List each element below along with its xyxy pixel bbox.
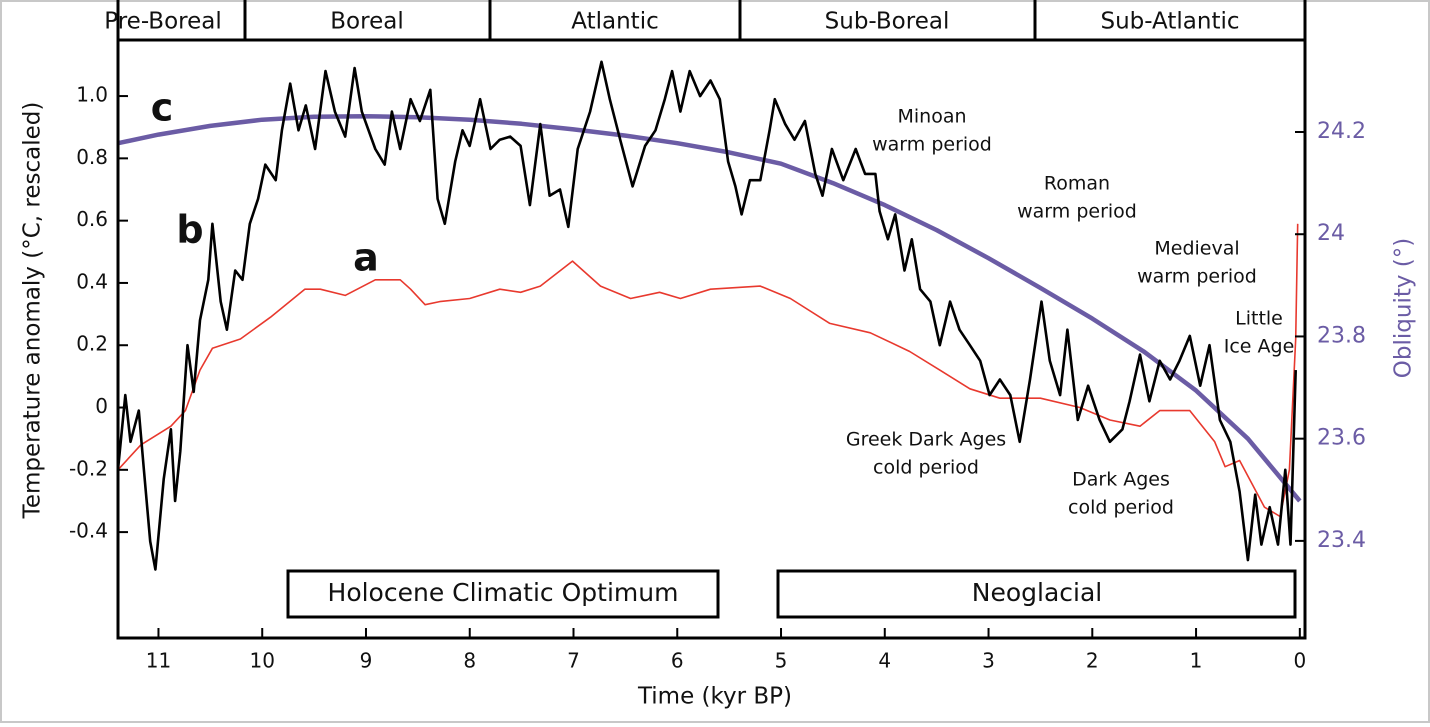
series-line xyxy=(117,223,1299,518)
x-tick-label: 1 xyxy=(1190,649,1203,673)
y-tick-label: 0.2 xyxy=(76,332,108,356)
y2-tick-label: 24.2 xyxy=(1317,119,1366,144)
annotation: warm period xyxy=(872,134,992,156)
y2-tick-label: 23.8 xyxy=(1317,323,1366,348)
period-label: Boreal xyxy=(330,9,403,35)
phase-label: Neoglacial xyxy=(972,578,1102,607)
y-tick-label: -0.4 xyxy=(69,519,108,543)
x-tick-label: 7 xyxy=(567,649,580,673)
plot-frame xyxy=(116,38,1307,640)
annotation: Minoan xyxy=(897,106,966,128)
annotation: warm period xyxy=(1137,266,1257,288)
x-tick-label: 9 xyxy=(360,649,373,673)
y-tick-label: -0.2 xyxy=(69,456,108,480)
annotation: Ice Age xyxy=(1224,336,1295,358)
series-line xyxy=(117,113,1302,503)
phase-box xyxy=(286,569,720,619)
x-tick-label: 8 xyxy=(463,649,476,673)
series-label: a xyxy=(353,236,379,280)
series-label: b xyxy=(176,208,203,252)
y-tick-label: 1.0 xyxy=(76,83,108,107)
period-label: Sub-Atlantic xyxy=(1100,9,1239,35)
plot-lines xyxy=(116,60,1302,571)
x-tick-label: 11 xyxy=(146,649,171,673)
y2-tick-label: 24 xyxy=(1317,221,1345,246)
x-tick-label: 3 xyxy=(982,649,995,673)
period-label: Pre-Boreal xyxy=(104,9,221,35)
y2-tick-label: 23.4 xyxy=(1317,528,1366,553)
y2-tick-label: 23.6 xyxy=(1317,426,1366,451)
x-axis-title: Time (kyr BP) xyxy=(637,684,792,710)
annotation: Medieval xyxy=(1154,238,1239,260)
annotation: cold period xyxy=(873,457,979,479)
y-tick-label: 0.4 xyxy=(76,269,108,293)
y-tick-label: 0.8 xyxy=(76,145,108,169)
x-tick-label: 6 xyxy=(671,649,684,673)
phase-box xyxy=(776,569,1297,619)
annotation: warm period xyxy=(1017,201,1137,223)
x-tick-label: 0 xyxy=(1293,649,1306,673)
x-tick-label: 5 xyxy=(775,649,788,673)
period-label: Atlantic xyxy=(571,9,658,35)
annotation: Roman xyxy=(1044,173,1110,195)
annotation: Little xyxy=(1235,308,1283,330)
x-tick-label: 10 xyxy=(249,649,274,673)
series-label: c xyxy=(151,86,174,130)
y-tick-label: 0.6 xyxy=(76,207,108,231)
annotation: Greek Dark Ages xyxy=(846,429,1006,451)
y2-axis-title: Obliquity (°) xyxy=(1391,238,1417,378)
y-tick-label: 0 xyxy=(95,394,108,418)
phase-label: Holocene Climatic Optimum xyxy=(328,578,679,607)
annotation: cold period xyxy=(1068,497,1174,519)
x-tick-label: 4 xyxy=(878,649,891,673)
series-line xyxy=(116,60,1297,571)
annotation: Dark Ages xyxy=(1072,469,1170,491)
y-axis-title: Temperature anomaly (°C, rescaled) xyxy=(20,102,46,520)
period-label: Sub-Boreal xyxy=(825,9,950,35)
x-tick-label: 2 xyxy=(1086,649,1099,673)
